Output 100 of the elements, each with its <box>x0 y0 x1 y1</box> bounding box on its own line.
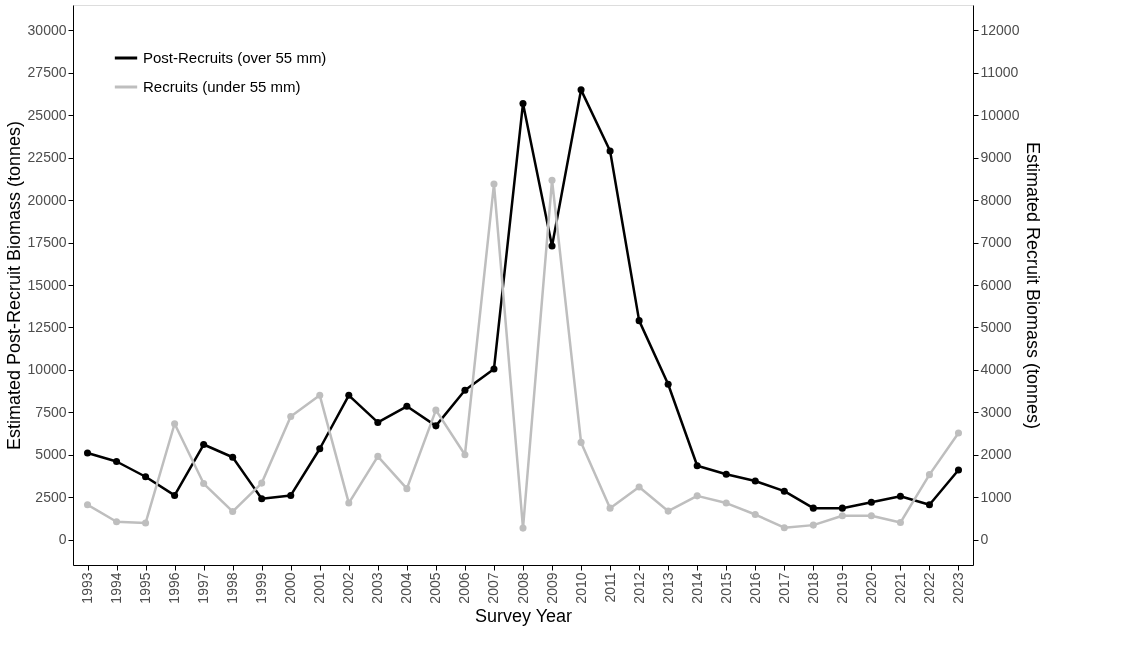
point <box>693 462 701 470</box>
point <box>519 99 527 107</box>
y-tick-label: 20000 <box>27 191 67 208</box>
point <box>809 504 817 512</box>
point <box>519 524 527 532</box>
point <box>461 386 469 394</box>
y-tick-label: 10000 <box>27 361 67 378</box>
point <box>83 501 92 509</box>
point <box>867 512 875 520</box>
y-tick-label: 27500 <box>27 64 67 81</box>
point <box>374 452 382 460</box>
point <box>345 499 353 507</box>
x-axis-title: Survey Year <box>474 605 573 626</box>
x-tick-label: 2019 <box>833 572 850 604</box>
x-tick-label: 2020 <box>862 572 879 604</box>
x-tick-label: 1997 <box>195 572 212 604</box>
point <box>142 473 150 481</box>
x-tick-label: 2016 <box>746 572 763 604</box>
x-tick-label: 2005 <box>427 572 444 604</box>
y-tick-label: 7500 <box>35 403 67 420</box>
y2-axis-title: Estimated Recruit Biomass (tonnes) <box>1023 141 1044 430</box>
y2-tick-label: 10000 <box>980 106 1020 123</box>
x-tick-label: 2010 <box>572 572 589 604</box>
point <box>432 406 440 414</box>
y2-tick-label: 3000 <box>980 403 1012 420</box>
point <box>577 86 585 94</box>
point <box>171 420 179 428</box>
point <box>809 521 817 529</box>
x-tick-label: 1998 <box>224 572 241 604</box>
y-tick-label: 25000 <box>27 106 67 123</box>
x-tick-label: 2009 <box>543 572 560 604</box>
y2-tick-label: 1000 <box>980 488 1012 505</box>
y-tick-label: 15000 <box>27 276 67 293</box>
point <box>954 429 963 437</box>
point <box>345 391 353 399</box>
y2-tick-label: 12000 <box>980 21 1020 38</box>
point <box>113 457 121 466</box>
x-tick-label: 2008 <box>514 572 531 604</box>
y2-tick-label: 4000 <box>980 361 1012 378</box>
point <box>490 365 498 373</box>
point <box>287 412 295 421</box>
point <box>606 504 614 512</box>
point <box>258 479 266 487</box>
x-tick-label: 1995 <box>137 572 154 604</box>
x-tick-label: 1999 <box>253 572 270 604</box>
point <box>316 391 324 399</box>
x-tick-label: 2018 <box>804 572 821 604</box>
x-tick-label: 2021 <box>891 572 908 604</box>
point <box>751 477 759 485</box>
x-tick-label: 1993 <box>79 572 96 604</box>
point <box>403 402 411 410</box>
y-tick-label: 17500 <box>27 234 67 251</box>
point <box>954 466 963 474</box>
y2-tick-label: 7000 <box>980 234 1012 251</box>
y-tick-label: 0 <box>58 531 67 548</box>
point <box>664 380 672 388</box>
point <box>83 449 92 457</box>
point <box>635 483 643 491</box>
y2-tick-label: 9000 <box>980 149 1012 166</box>
point <box>113 518 121 526</box>
y2-tick-label: 5000 <box>980 318 1012 335</box>
point <box>664 507 672 515</box>
point <box>374 418 382 426</box>
point <box>461 451 469 459</box>
point <box>751 510 759 519</box>
point <box>780 524 788 532</box>
x-tick-label: 1996 <box>166 572 183 604</box>
point <box>780 487 788 495</box>
point <box>925 501 933 509</box>
y2-tick-label: 6000 <box>980 276 1012 293</box>
x-tick-label: 2012 <box>630 572 647 604</box>
y2-tick-label: 0 <box>980 531 989 548</box>
point <box>722 470 730 478</box>
y-tick-label: 12500 <box>27 318 67 335</box>
point <box>635 317 643 325</box>
point <box>258 495 266 503</box>
point <box>200 480 208 488</box>
x-tick-label: 2006 <box>456 572 473 604</box>
x-tick-label: 2002 <box>340 572 357 604</box>
point <box>606 147 614 155</box>
point <box>142 519 150 527</box>
point <box>548 176 556 184</box>
point <box>693 492 701 500</box>
point <box>200 440 208 449</box>
x-tick-label: 2007 <box>485 572 502 604</box>
x-tick-label: 2001 <box>311 572 328 604</box>
point <box>867 498 875 506</box>
y-tick-label: 22500 <box>27 149 67 166</box>
y2-tick-label: 8000 <box>980 191 1012 208</box>
point <box>896 519 904 527</box>
legend-label: Post-Recruits (over 55 mm) <box>143 49 327 66</box>
x-tick-label: 2022 <box>920 572 937 604</box>
point <box>896 492 904 500</box>
x-tick-label: 2013 <box>659 572 676 604</box>
y-axis-title: Estimated Post-Recruit Biomass (tonnes) <box>3 120 24 451</box>
point <box>548 242 556 250</box>
x-tick-label: 2023 <box>949 572 966 604</box>
point <box>316 445 324 453</box>
point <box>722 499 730 507</box>
point <box>229 453 237 461</box>
